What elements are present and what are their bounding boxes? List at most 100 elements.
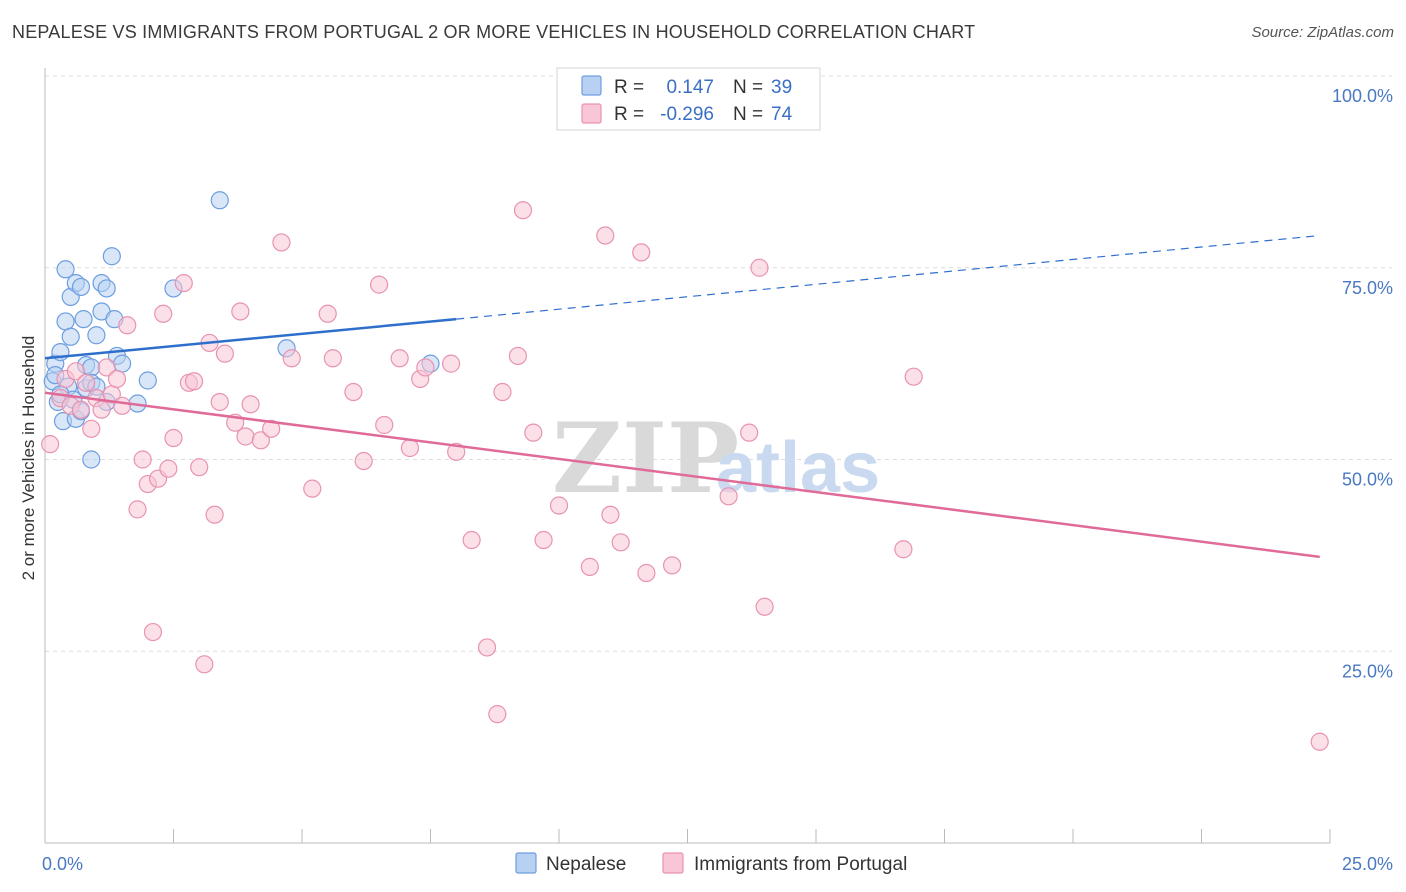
series-legend: Nepalese Immigrants from Portugal xyxy=(515,852,907,875)
portugal-point-52 xyxy=(447,442,466,461)
portugal-point-0 xyxy=(41,435,60,454)
legend-r-label-2: R = xyxy=(614,104,644,125)
legend-n-label-2: N = xyxy=(733,104,763,125)
portugal-point-64 xyxy=(601,505,620,524)
portugal-point-73 xyxy=(894,540,913,559)
portugal-point-20 xyxy=(154,304,173,323)
grid-lines xyxy=(45,75,1392,652)
portugal-point-55 xyxy=(488,705,507,724)
portugal-point-69 xyxy=(719,487,738,506)
portugal-point-15 xyxy=(128,500,147,519)
portugal-point-50 xyxy=(416,358,435,377)
portugal-point-16 xyxy=(133,450,152,469)
portugal-point-44 xyxy=(354,451,373,471)
portugal-point-47 xyxy=(390,349,409,368)
portugal-point-35 xyxy=(241,395,260,414)
legend-r-label-1: R = xyxy=(614,77,644,98)
portugal-point-34 xyxy=(236,427,255,446)
portugal-point-48 xyxy=(400,438,420,458)
portugal-point-12 xyxy=(107,369,127,389)
portugal-point-75 xyxy=(1310,732,1329,751)
portugal-point-71 xyxy=(750,258,769,277)
portugal-point-41 xyxy=(318,304,337,323)
bottom-legend-nepalese: Nepalese xyxy=(546,854,626,875)
stats-legend: R = 0.147 N = 39 R = -0.296 N = 74 xyxy=(556,67,821,131)
portugal-point-62 xyxy=(580,557,599,576)
portugal-point-54 xyxy=(477,638,497,657)
portugal-point-18 xyxy=(143,622,163,642)
trend-lines xyxy=(44,234,1320,559)
nepalese-point-12 xyxy=(74,310,93,329)
nepalese-point-31 xyxy=(138,371,157,390)
portugal-point-36 xyxy=(251,431,270,450)
watermark: ZIP atlas xyxy=(552,402,880,515)
x-tick-label-min: 0.0% xyxy=(42,854,83,874)
portugal-point-66 xyxy=(632,243,651,262)
axes xyxy=(44,68,1331,844)
nepalese-point-8 xyxy=(56,260,75,279)
source-credit: Source: ZipAtlas.com xyxy=(1251,24,1394,41)
portugal-point-63 xyxy=(596,226,615,245)
portugal-point-60 xyxy=(534,530,553,550)
portugal-point-51 xyxy=(441,354,461,373)
y-tick-label-25: 25.0% xyxy=(1342,661,1393,681)
portugal-point-45 xyxy=(370,275,389,294)
portugal-point-40 xyxy=(303,479,322,498)
portugal-point-37 xyxy=(262,419,281,438)
watermark-zip: ZIP xyxy=(552,402,739,515)
y-tick-labels: 25.0% 50.0% 75.0% 100.0% xyxy=(1332,86,1393,681)
portugal-point-53 xyxy=(462,530,481,550)
portugal-point-67 xyxy=(637,563,656,583)
portugal-point-6 xyxy=(77,373,96,392)
portugal-trend-line xyxy=(44,391,1320,559)
nepalese-point-29 xyxy=(82,450,101,469)
portugal-point-70 xyxy=(740,423,759,442)
nepalese-point-15 xyxy=(87,326,106,345)
portugal-point-27 xyxy=(195,655,214,674)
portugal-point-59 xyxy=(524,423,543,442)
y-tick-label-75: 75.0% xyxy=(1342,278,1393,298)
portugal-point-31 xyxy=(215,344,234,363)
legend-swatch-portugal xyxy=(581,103,602,124)
portugal-point-29 xyxy=(205,505,224,524)
nepalese-trend-line xyxy=(44,317,457,360)
portugal-point-74 xyxy=(904,367,923,386)
portugal-point-43 xyxy=(344,382,363,402)
portugal-point-58 xyxy=(513,201,533,220)
nepalese-point-22 xyxy=(112,354,132,373)
portugal-point-10 xyxy=(97,358,116,377)
nepalese-point-7 xyxy=(61,327,80,346)
legend-r-value-2: -0.296 xyxy=(660,104,714,125)
portugal-point-13 xyxy=(112,396,132,415)
portugal-point-65 xyxy=(611,533,630,552)
portugal-point-38 xyxy=(272,233,291,252)
portugal-point-9 xyxy=(92,400,111,419)
nepalese-point-11 xyxy=(71,277,91,297)
legend-swatch-nepalese xyxy=(581,75,602,96)
watermark-atlas: atlas xyxy=(716,428,880,508)
portugal-point-68 xyxy=(662,556,682,575)
portugal-point-22 xyxy=(164,428,183,448)
portugal-point-56 xyxy=(493,382,512,402)
portugal-point-57 xyxy=(508,346,527,366)
x-tick-label-max: 25.0% xyxy=(1342,854,1393,874)
portugal-point-25 xyxy=(184,372,204,391)
portugal-point-39 xyxy=(282,349,301,368)
y-tick-label-100: 100.0% xyxy=(1332,86,1393,106)
nepalese-trend-extension xyxy=(456,234,1320,320)
bottom-legend-portugal: Immigrants from Portugal xyxy=(694,854,907,875)
portugal-point-14 xyxy=(118,316,137,335)
portugal-point-4 xyxy=(66,362,85,381)
portugal-point-26 xyxy=(190,458,209,477)
nepalese-point-19 xyxy=(102,247,121,266)
portugal-point-7 xyxy=(82,419,101,438)
portugal-point-21 xyxy=(159,459,178,478)
nepalese-point-18 xyxy=(97,279,116,298)
chart-title: NEPALESE VS IMMIGRANTS FROM PORTUGAL 2 O… xyxy=(12,22,976,42)
bottom-legend-swatch-portugal xyxy=(662,852,684,874)
portugal-point-61 xyxy=(549,496,569,515)
x-tick-labels: 0.0% 25.0% xyxy=(42,854,1393,874)
y-axis-label: 2 or more Vehicles in Household xyxy=(19,336,38,581)
y-tick-label-50: 50.0% xyxy=(1342,470,1393,490)
